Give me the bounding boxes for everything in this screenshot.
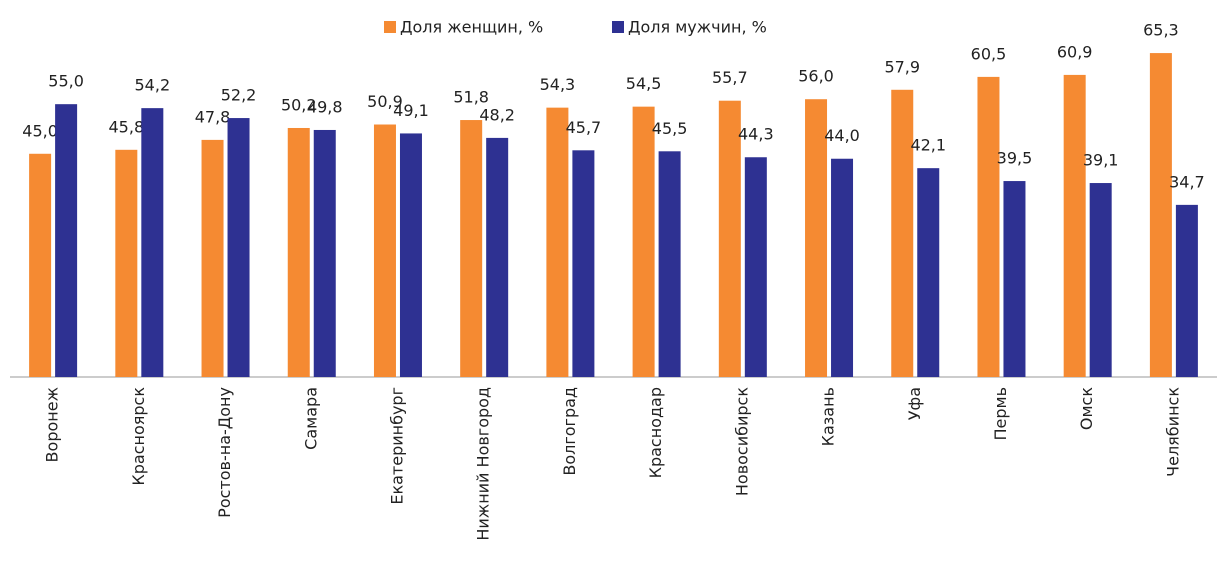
data-label: 45,7 xyxy=(566,118,602,137)
bar xyxy=(891,89,914,378)
bar xyxy=(632,106,655,378)
data-label: 54,2 xyxy=(135,76,171,95)
data-label: 50,9 xyxy=(367,92,403,111)
legend-swatch xyxy=(384,21,396,33)
bar xyxy=(399,133,422,377)
x-tick-label: Красноярск xyxy=(129,387,148,486)
bar xyxy=(744,157,767,377)
bar xyxy=(227,118,250,378)
x-tick-label: Челябинск xyxy=(1163,387,1182,477)
legend-label: Доля женщин, % xyxy=(400,18,543,37)
data-label: 39,5 xyxy=(997,149,1033,168)
bar xyxy=(546,107,569,377)
data-label: 44,3 xyxy=(738,125,774,144)
bar xyxy=(1175,204,1198,377)
data-label: 55,7 xyxy=(712,68,748,87)
data-label: 54,5 xyxy=(626,74,662,93)
data-label: 54,3 xyxy=(540,75,576,94)
bar xyxy=(831,158,854,377)
x-tick-label: Омск xyxy=(1077,387,1096,430)
data-label: 65,3 xyxy=(1143,21,1179,40)
x-tick-label: Краснодар xyxy=(646,387,665,478)
data-label: 55,0 xyxy=(48,72,84,91)
bar xyxy=(718,100,741,378)
data-label: 60,9 xyxy=(1057,42,1093,61)
x-tick-label: Волгоград xyxy=(560,387,579,476)
data-label: 45,8 xyxy=(109,117,145,136)
data-label: 49,8 xyxy=(307,97,343,116)
data-label: 48,2 xyxy=(479,105,515,124)
bar xyxy=(141,108,164,378)
bar xyxy=(917,168,940,377)
bar xyxy=(486,137,509,377)
bar xyxy=(29,153,52,377)
bar xyxy=(373,124,396,377)
x-tick-label: Пермь xyxy=(991,387,1010,441)
data-label: 45,5 xyxy=(652,119,688,138)
data-label: 34,7 xyxy=(1169,172,1205,191)
x-tick-label: Нижний Новгород xyxy=(474,387,493,541)
bar xyxy=(572,150,595,377)
x-tick-label: Казань xyxy=(819,387,838,446)
legend-swatch xyxy=(612,21,624,33)
data-label: 47,8 xyxy=(195,107,231,126)
legend-label: Доля мужчин, % xyxy=(628,18,767,37)
x-tick-label: Новосибирск xyxy=(732,387,751,496)
bar xyxy=(1089,183,1112,377)
x-tick-label: Ростов-на-Дону xyxy=(215,387,234,518)
data-label: 50,2 xyxy=(281,95,317,114)
data-label: 56,0 xyxy=(798,67,834,86)
bar xyxy=(313,129,336,377)
bar xyxy=(201,139,224,377)
data-label: 51,8 xyxy=(453,88,489,107)
bar xyxy=(1063,74,1086,378)
bar xyxy=(460,120,483,377)
data-label: 39,1 xyxy=(1083,151,1119,170)
bar xyxy=(977,76,1000,378)
bar xyxy=(287,127,310,377)
x-tick-label: Воронеж xyxy=(43,387,62,462)
x-tick-label: Самара xyxy=(301,387,320,450)
data-label: 44,0 xyxy=(824,126,860,145)
data-label: 42,1 xyxy=(910,136,946,155)
data-label: 45,0 xyxy=(22,121,58,140)
x-tick-label: Екатеринбург xyxy=(387,387,406,505)
x-tick-label: Уфа xyxy=(905,387,924,420)
bar xyxy=(658,151,681,377)
data-label: 57,9 xyxy=(884,57,920,76)
bar xyxy=(55,104,78,377)
bar xyxy=(1149,53,1172,377)
data-label: 60,5 xyxy=(971,44,1007,63)
bar xyxy=(805,99,828,378)
data-label: 49,1 xyxy=(393,101,429,120)
bar xyxy=(1003,181,1026,377)
data-label: 52,2 xyxy=(221,86,257,105)
bar xyxy=(115,149,138,377)
